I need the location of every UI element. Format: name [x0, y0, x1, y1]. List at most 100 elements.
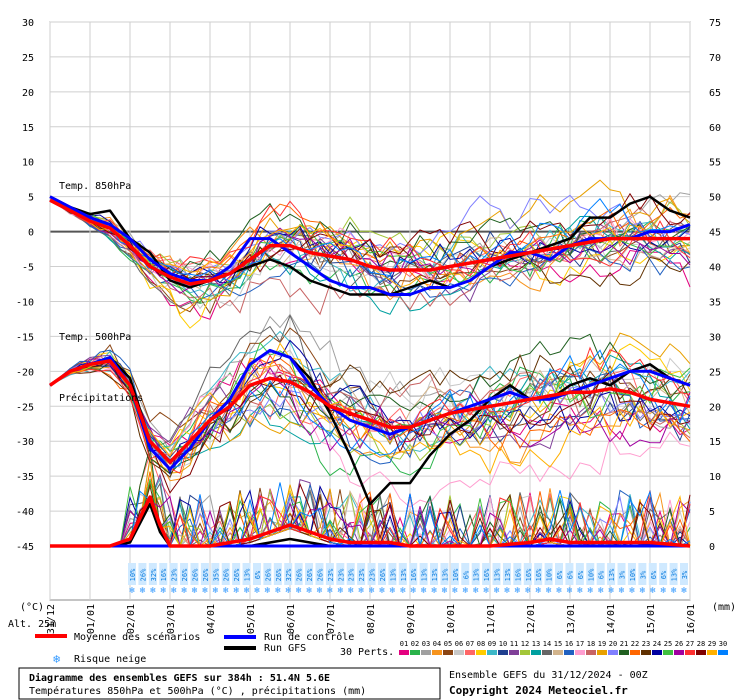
- snowflake-icon: ❄: [223, 586, 229, 596]
- snowflake-icon: ❄: [619, 586, 625, 596]
- member-swatch: [663, 650, 673, 655]
- x-tick-label: 31/12: [46, 604, 57, 634]
- snow-percent: 3%: [681, 570, 689, 579]
- snow-cell: [388, 563, 397, 585]
- snowflake-icon: ❄: [577, 586, 583, 596]
- left-tick-label: -35: [16, 472, 34, 483]
- snowflake-icon: ❄: [140, 586, 146, 596]
- snow-cell: [607, 563, 616, 585]
- x-tick-label: 14/01: [606, 604, 617, 634]
- snow-percent: 6%: [660, 570, 668, 579]
- snow-cell: [627, 563, 636, 585]
- snow-percent: 6%: [650, 570, 658, 579]
- snow-percent: 16%: [525, 568, 533, 581]
- snowflake-icon: ❄: [348, 586, 354, 596]
- snow-cell: [305, 563, 314, 585]
- member-line: [49, 199, 691, 290]
- snowflake-icon: ❄: [213, 586, 219, 596]
- snowflake-icon: ❄: [265, 586, 271, 596]
- snow-cell: [502, 563, 511, 585]
- legend-gfs-label: Run GFS: [264, 643, 306, 654]
- grid: [49, 21, 691, 600]
- right-tick-label: 40: [709, 263, 721, 274]
- snow-percent: 23%: [327, 568, 335, 581]
- member-number: 13: [532, 640, 540, 648]
- snow-cell: [336, 563, 345, 585]
- snow-percent: 23%: [348, 568, 356, 581]
- snow-cell: [409, 563, 418, 585]
- member-number: 01: [400, 640, 408, 648]
- snowflake-icon: ❄: [535, 586, 541, 596]
- snowflake-icon: ❄: [400, 586, 406, 596]
- snow-cell: [346, 563, 355, 585]
- legend-perts-label: 30 Perts.: [340, 647, 394, 658]
- x-tick-label: 05/01: [246, 604, 257, 634]
- snow-percent: 10%: [629, 568, 637, 581]
- snow-percent: 10%: [546, 568, 554, 581]
- snow-percent: 23%: [337, 568, 345, 581]
- x-tick-label: 13/01: [566, 604, 577, 634]
- footer-box: [18, 667, 441, 700]
- x-tick-label: 16/01: [686, 604, 697, 634]
- snow-cell: [419, 563, 428, 585]
- left-tick-label: -5: [22, 263, 34, 274]
- member-number: 07: [466, 640, 474, 648]
- snow-cell: [669, 563, 678, 585]
- snow-percent: 26%: [139, 568, 147, 581]
- snow-percent: 10%: [129, 568, 137, 581]
- x-tick-label: 10/01: [446, 604, 457, 634]
- snow-cell: [263, 563, 272, 585]
- snow-percent: 6%: [462, 570, 470, 579]
- t850-control-line: [49, 195, 691, 296]
- member-swatch: [531, 650, 541, 655]
- x-tick-label: 03/01: [166, 604, 177, 634]
- legend-control-label: Run de contrôle: [264, 631, 354, 643]
- right-tick-label: 70: [709, 53, 721, 64]
- snowflake-icon: ❄: [317, 586, 323, 596]
- snowflake-icon: ❄: [629, 586, 635, 596]
- snow-percent: 16%: [160, 568, 168, 581]
- snow-percent: 26%: [233, 568, 241, 581]
- snow-percent: 26%: [202, 568, 210, 581]
- member-swatch: [399, 650, 409, 655]
- member-number: 02: [411, 640, 419, 648]
- snow-cell: [242, 563, 251, 585]
- member-number: 27: [686, 640, 694, 648]
- snowflake-icon: ❄: [546, 586, 552, 596]
- snow-percent: 13%: [671, 568, 679, 581]
- member-swatch: [586, 650, 596, 655]
- snow-cell: [534, 563, 543, 585]
- x-tick-label: 06/01: [286, 604, 297, 634]
- snow-cell: [211, 563, 220, 585]
- snowflake-icon: ❄: [254, 586, 260, 596]
- snow-percent: 3%: [639, 570, 647, 579]
- member-number: 29: [708, 640, 716, 648]
- left-tick-label: -30: [16, 437, 34, 448]
- altitude-label: Alt. 25m: [8, 619, 56, 630]
- right-tick-label: 75: [709, 18, 721, 29]
- member-swatch: [509, 650, 519, 655]
- member-swatch: [641, 650, 651, 655]
- snow-cell: [482, 563, 491, 585]
- snow-cell: [680, 563, 688, 585]
- member-swatch: [410, 650, 420, 655]
- snowflake-icon: ❄: [358, 586, 364, 596]
- panel-label-t850: Temp. 850hPa: [59, 181, 131, 192]
- snow-percent: 10%: [587, 568, 595, 581]
- snow-percent: 3%: [619, 570, 627, 579]
- panel-label-precip: Précipitations: [59, 392, 143, 404]
- snowflake-icon: ❄: [202, 586, 208, 596]
- snow-cell: [284, 563, 293, 585]
- left-tick-label: 25: [22, 53, 34, 64]
- right-tick-label: 20: [709, 402, 721, 413]
- snowflake-icon: ❄: [681, 586, 687, 596]
- x-tick-label: 11/01: [486, 604, 497, 634]
- member-number: 28: [697, 640, 705, 648]
- member-swatch: [421, 650, 431, 655]
- snow-cell: [659, 563, 668, 585]
- snowflake-icon: ❄: [421, 586, 427, 596]
- snowflake-icon: ❄: [525, 586, 531, 596]
- member-number: 11: [510, 640, 518, 648]
- left-tick-label: -10: [16, 297, 34, 308]
- member-number: 18: [587, 640, 595, 648]
